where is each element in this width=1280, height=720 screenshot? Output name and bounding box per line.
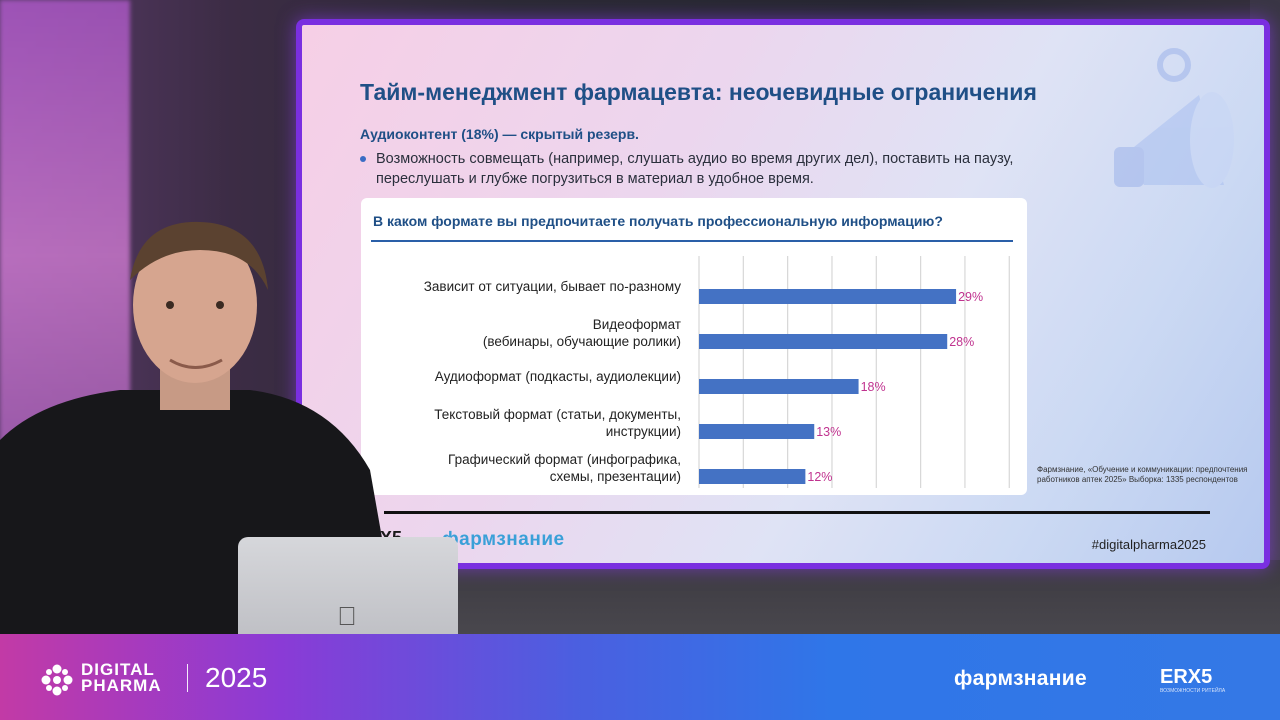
category-label: Аудиоформат (подкасты, аудиолекции) [381, 368, 681, 385]
farmznanie-logo: фармзнание [442, 529, 565, 550]
source-note: Фармзнание, «Обучение и коммуникации: пр… [1037, 465, 1248, 484]
category-label-line: Аудиоформат (подкасты, аудиолекции) [434, 368, 681, 384]
hashtag: #digitalpharma2025 [1091, 537, 1206, 552]
digital-pharma-logo-icon [41, 664, 73, 696]
partner-x5-logo: ERX5 [1160, 666, 1213, 688]
presentation-screen: Тайм-менеджмент фармацевта: неочевидные … [296, 19, 1270, 569]
banner-separator [187, 664, 188, 692]
bar [699, 469, 806, 484]
bar-value-label: 13% [816, 425, 841, 439]
partner-farmznanie-logo: фармзнание [954, 667, 1087, 690]
laptop:  [238, 537, 458, 637]
slide-title: Тайм-менеджмент фармацевта: неочевидные … [360, 79, 1037, 105]
megaphone-icon [1114, 48, 1234, 188]
bar-value-label: 12% [807, 470, 832, 484]
bar-value-label: 18% [861, 380, 886, 394]
bar-chart: 29% 28% 18% 13% 12% [698, 256, 1010, 488]
category-label-line: Графический формат (инфографика, [448, 452, 681, 467]
bar-value-label: 29% [958, 290, 983, 304]
chart-card: В каком формате вы предпочитаете получат… [361, 198, 1027, 495]
bullet-text: Возможность совмещать (например, слушать… [376, 151, 1014, 187]
category-label: Текстовый формат (статьи, документы, инст… [381, 406, 681, 440]
event-year: 2025 [205, 662, 268, 693]
bar-value-label: 28% [949, 335, 974, 349]
category-label-line: Зависит от ситуации, бывает по-разному [423, 278, 681, 294]
event-name: DIGITAL PHARMA [81, 660, 162, 695]
event-name-line1: DIGITAL [81, 660, 155, 679]
category-label: Видеоформат (вебинары, обучающие ролики) [381, 316, 681, 350]
slide-bullet: Возможность совмещать (например, слушать… [360, 149, 1060, 189]
bar [699, 424, 815, 439]
category-label-line: (вебинары, обучающие ролики) [482, 334, 681, 349]
event-name-line2: PHARMA [81, 676, 162, 695]
bar [699, 379, 859, 394]
slide-subtitle: Аудиоконтент (18%) — скрытый резерв. [360, 126, 639, 142]
category-label-line: Видеоформат [592, 317, 681, 332]
category-label-line: инструкции) [605, 424, 681, 439]
category-label-line: Текстовый формат (статьи, документы, [434, 407, 681, 422]
bottom-banner [0, 634, 1280, 720]
category-label: Зависит от ситуации, бывает по-разному [381, 278, 681, 295]
category-label-line: схемы, презентации) [549, 469, 681, 484]
bar [699, 334, 948, 349]
apple-logo-icon:  [334, 601, 360, 631]
partner-x5-tagline: ВОЗМОЖНОСТИ РИТЕЙЛА [1160, 688, 1226, 694]
bullet-dot-icon [360, 156, 366, 162]
chart-title-rule [371, 240, 1013, 242]
chart-title: В каком формате вы предпочитаете получат… [373, 213, 943, 229]
bar [699, 289, 957, 304]
slide-divider [384, 511, 1210, 514]
category-label: Графический формат (инфографика, схемы, п… [381, 451, 681, 485]
